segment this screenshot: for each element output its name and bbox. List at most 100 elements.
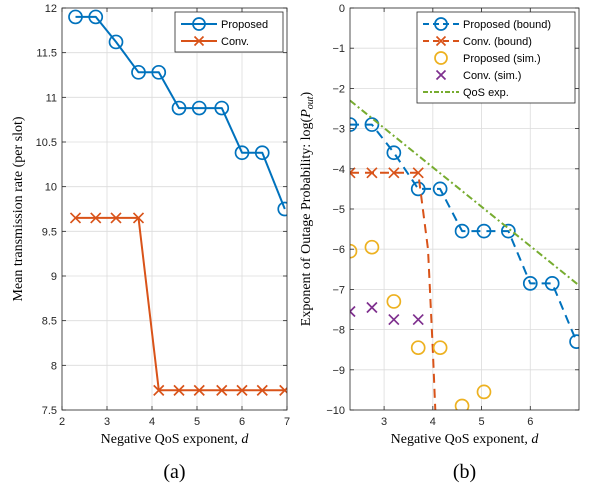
legend-marker xyxy=(193,35,205,47)
data-point xyxy=(234,145,250,161)
data-point xyxy=(364,239,380,255)
legend-label: Proposed xyxy=(221,19,268,31)
data-point xyxy=(256,384,268,396)
series-line xyxy=(350,123,578,343)
y-tick-label: 7.5 xyxy=(42,405,57,417)
y-tick-label: 12 xyxy=(45,3,57,15)
y-tick-label: −9 xyxy=(332,365,345,377)
data-point xyxy=(68,9,83,25)
data-point xyxy=(151,64,167,80)
y-tick-label: −6 xyxy=(332,244,345,256)
data-point xyxy=(388,167,400,179)
data-point xyxy=(193,384,205,396)
y-axis-label-end: ) xyxy=(299,91,314,96)
series-2 xyxy=(69,212,287,396)
chart-panel-a: 2 3 4 5 6 7 7.5 8 8.5 9 9.5 10 10.5 11 11.5 12 Negative … xyxy=(11,3,290,483)
y-tick-label: 9 xyxy=(51,271,57,283)
data-point xyxy=(569,334,579,350)
series-5 xyxy=(350,99,579,287)
legend-box xyxy=(416,11,576,104)
data-point xyxy=(454,223,470,239)
y-tick-label: 11.5 xyxy=(36,48,57,60)
data-point xyxy=(216,384,228,396)
x-axis-label-text: Negative QoS exponent, xyxy=(391,432,532,447)
axes-box xyxy=(61,7,288,411)
x-tick-label: 3 xyxy=(381,416,387,428)
x-tick-label: 5 xyxy=(478,416,484,428)
series-1 xyxy=(68,9,287,217)
y-tick-label: 8.5 xyxy=(42,316,57,328)
data-point xyxy=(350,167,356,179)
y-tick-label: −10 xyxy=(326,405,345,417)
x-tick-label: 4 xyxy=(149,416,155,428)
data-point xyxy=(386,145,402,161)
y-tick-label: −5 xyxy=(332,204,345,216)
y-tick-label: 8 xyxy=(51,360,57,372)
data-point xyxy=(350,117,358,132)
legend-label: Conv. (bound) xyxy=(463,36,532,48)
y-tick-label: −2 xyxy=(332,83,345,95)
legend-marker xyxy=(192,17,206,31)
legend-label: Proposed (bound) xyxy=(463,19,551,31)
y-axis-label: Mean transmission rate (per slot) xyxy=(11,116,26,301)
legend-label: Proposed (sim.) xyxy=(463,53,541,65)
panel-caption: (b) xyxy=(453,461,476,483)
data-point xyxy=(108,34,124,50)
legend-marker xyxy=(435,35,447,47)
y-tick-label: −4 xyxy=(332,164,345,176)
data-point xyxy=(412,313,424,326)
data-point xyxy=(366,301,378,314)
data-point xyxy=(350,305,356,318)
x-tick-label: 4 xyxy=(430,416,436,428)
data-point xyxy=(153,384,165,396)
data-point xyxy=(522,276,538,291)
data-point xyxy=(476,223,492,239)
data-point xyxy=(454,398,470,410)
legend-marker xyxy=(434,17,448,31)
y-axis-label-subscript: out xyxy=(305,96,316,109)
y-tick-label: 11 xyxy=(46,92,57,104)
data-point xyxy=(388,313,400,326)
x-tick-label: 7 xyxy=(284,416,290,428)
data-point xyxy=(410,340,426,356)
data-point xyxy=(412,167,424,179)
data-point xyxy=(279,384,287,396)
data-point xyxy=(476,384,492,400)
series-3 xyxy=(350,239,492,410)
data-point xyxy=(366,167,378,179)
series-1 xyxy=(350,117,579,350)
data-point xyxy=(131,64,146,80)
x-axis-label-variable: d xyxy=(241,432,249,447)
data-point xyxy=(173,384,185,396)
y-axis-label-variable: P xyxy=(299,109,314,119)
data-point xyxy=(214,100,230,116)
series-line xyxy=(350,99,579,287)
data-point xyxy=(432,340,448,356)
legend-marker xyxy=(435,69,447,81)
data-point xyxy=(191,100,207,116)
y-axis-label-text: Mean transmission rate (per slot) xyxy=(11,116,26,301)
y-tick-label: −8 xyxy=(332,325,345,337)
data-point xyxy=(364,117,380,132)
y-tick-label: −1 xyxy=(332,43,345,55)
data-point xyxy=(171,100,187,116)
x-tick-label: 5 xyxy=(194,416,200,428)
data-point xyxy=(90,212,102,224)
legend: Proposed Conv. xyxy=(174,11,284,53)
x-tick-label: 6 xyxy=(239,416,245,428)
data-point xyxy=(350,243,358,259)
legend-label: QoS exp. xyxy=(463,87,509,99)
data-point xyxy=(432,181,448,197)
data-point xyxy=(254,145,270,161)
data-point xyxy=(132,212,145,224)
series-4 xyxy=(350,301,424,326)
y-tick-label: −3 xyxy=(332,124,345,136)
x-axis-label-text: Negative QoS exponent, xyxy=(101,432,242,447)
x-axis-label: Negative QoS exponent, d xyxy=(391,432,540,447)
legend-label: Conv. (sim.) xyxy=(463,70,521,82)
data-point xyxy=(386,294,402,309)
data-point xyxy=(236,384,248,396)
legend-box xyxy=(174,11,284,53)
